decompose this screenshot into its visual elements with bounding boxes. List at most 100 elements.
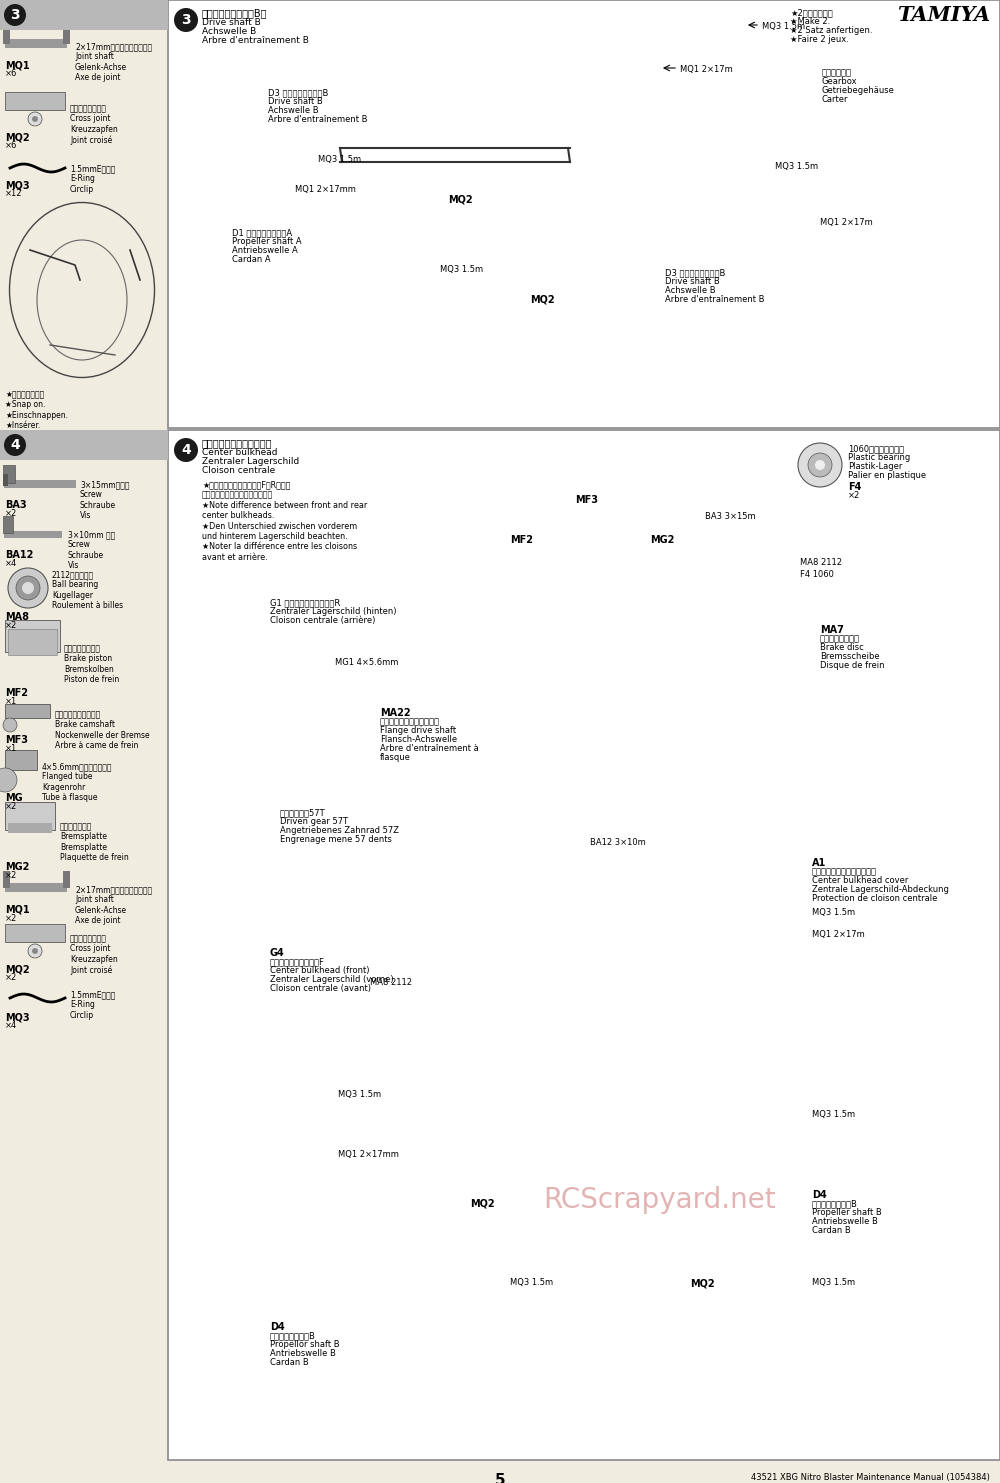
Text: クロスジョイント
Cross joint
Kreuzzapfen
Joint croisé: クロスジョイント Cross joint Kreuzzapfen Joint c… bbox=[70, 104, 118, 145]
Text: 1060プラベアリング: 1060プラベアリング bbox=[848, 443, 904, 452]
Text: MQ3 1.5m: MQ3 1.5m bbox=[775, 162, 818, 171]
Text: ×2: ×2 bbox=[5, 914, 17, 922]
Circle shape bbox=[174, 437, 198, 463]
Circle shape bbox=[0, 768, 17, 792]
Text: Protection de cloison centrale: Protection de cloison centrale bbox=[812, 894, 937, 903]
Text: Cloison centrale (arrière): Cloison centrale (arrière) bbox=[270, 615, 375, 624]
Text: ★2個作ります。: ★2個作ります。 bbox=[790, 7, 833, 16]
Text: Arbre d'entraînement à: Arbre d'entraînement à bbox=[380, 744, 479, 753]
Text: Achswelle B: Achswelle B bbox=[268, 105, 319, 116]
Circle shape bbox=[32, 948, 38, 954]
Bar bbox=[5, 92, 65, 110]
Text: センターバルクヘッドカバー: センターバルクヘッドカバー bbox=[812, 868, 877, 876]
Text: 2×17mmジョイントシャフト
Joint shaft
Gelenk-Achse
Axe de joint: 2×17mmジョイントシャフト Joint shaft Gelenk-Achse… bbox=[75, 885, 152, 925]
Text: BA12 3×10m: BA12 3×10m bbox=[590, 838, 646, 847]
Text: クロスジョイント
Cross joint
Kreuzzapfen
Joint croisé: クロスジョイント Cross joint Kreuzzapfen Joint c… bbox=[70, 934, 118, 974]
Text: D3 ドライブシャフトB: D3 ドライブシャフトB bbox=[268, 87, 328, 96]
Bar bbox=[168, 430, 1000, 1459]
Text: BA3: BA3 bbox=[5, 500, 27, 510]
Text: flasque: flasque bbox=[380, 753, 411, 762]
Text: MQ1: MQ1 bbox=[5, 59, 30, 70]
Text: MQ3 1.5m: MQ3 1.5m bbox=[812, 908, 855, 916]
Text: ドリブンギヤ57T: ドリブンギヤ57T bbox=[280, 808, 326, 817]
Text: MQ3 1.5m: MQ3 1.5m bbox=[812, 1109, 855, 1120]
Text: MQ3 1.5m: MQ3 1.5m bbox=[440, 265, 483, 274]
Circle shape bbox=[28, 945, 42, 958]
Text: Plastik-Lager: Plastik-Lager bbox=[848, 463, 902, 472]
Text: プロペラシャフトB: プロペラシャフトB bbox=[812, 1198, 858, 1209]
Text: MQ3: MQ3 bbox=[5, 1011, 30, 1022]
Circle shape bbox=[32, 116, 38, 122]
Text: 1.5mmEリング
E-Ring
Circlip: 1.5mmEリング E-Ring Circlip bbox=[70, 165, 115, 194]
Text: ×6: ×6 bbox=[5, 141, 17, 150]
Text: Drive shaft B: Drive shaft B bbox=[202, 18, 261, 27]
Circle shape bbox=[798, 443, 842, 486]
Text: ×1: ×1 bbox=[5, 697, 17, 706]
Bar bbox=[5, 750, 37, 770]
Bar bbox=[4, 531, 62, 538]
Bar bbox=[3, 466, 15, 483]
Text: MQ1 2×17m: MQ1 2×17m bbox=[680, 65, 733, 74]
Text: Disque de frein: Disque de frein bbox=[820, 661, 885, 670]
Text: Antriebswelle B: Antriebswelle B bbox=[270, 1350, 336, 1358]
Text: MQ2: MQ2 bbox=[470, 1198, 495, 1209]
Text: 3×10mm ビス
Screw
Schraube
Vis: 3×10mm ビス Screw Schraube Vis bbox=[68, 529, 115, 569]
Text: G4: G4 bbox=[270, 948, 285, 958]
Text: D3 ドライブシャフトB: D3 ドライブシャフトB bbox=[665, 268, 725, 277]
Text: MA22: MA22 bbox=[380, 707, 411, 718]
Bar bbox=[8, 629, 57, 655]
Text: MQ3 1.5m: MQ3 1.5m bbox=[338, 1090, 381, 1099]
Text: F4 1060: F4 1060 bbox=[800, 569, 834, 578]
Text: Cardan B: Cardan B bbox=[270, 1358, 309, 1367]
Text: Palier en plastique: Palier en plastique bbox=[848, 472, 926, 480]
Text: MG1 4×5.6mm: MG1 4×5.6mm bbox=[335, 658, 398, 667]
Text: Cardan A: Cardan A bbox=[232, 255, 271, 264]
Text: D1 プロペラシャフトA: D1 プロペラシャフトA bbox=[232, 228, 292, 237]
Text: MQ2: MQ2 bbox=[690, 1278, 715, 1289]
Text: Drive shaft B: Drive shaft B bbox=[665, 277, 720, 286]
Text: Zentrale Lagerschild-Abdeckung: Zentrale Lagerschild-Abdeckung bbox=[812, 885, 949, 894]
Text: MA8 2112: MA8 2112 bbox=[800, 558, 842, 567]
Text: ×1: ×1 bbox=[5, 744, 17, 753]
Text: TAMIYA: TAMIYA bbox=[897, 4, 990, 25]
Text: センターバルクヘッドF: センターバルクヘッドF bbox=[270, 957, 325, 965]
Text: MQ3 1.5m: MQ3 1.5m bbox=[318, 156, 361, 165]
Bar bbox=[5, 924, 65, 942]
Text: A1: A1 bbox=[812, 859, 826, 868]
Text: 1.5mmEリング
E-Ring
Circlip: 1.5mmEリング E-Ring Circlip bbox=[70, 991, 115, 1020]
Text: 4×5.6mmフランジパイプ
Flanged tube
Kragenrohr
Tube à flasque: 4×5.6mmフランジパイプ Flanged tube Kragenrohr T… bbox=[42, 762, 112, 802]
Text: Carter: Carter bbox=[822, 95, 848, 104]
Text: 3: 3 bbox=[10, 7, 20, 22]
Text: MQ1 2×17mm: MQ1 2×17mm bbox=[295, 185, 356, 194]
Text: MQ3: MQ3 bbox=[5, 179, 30, 190]
Text: ★押し込みます。
★Snap on.
★Einschnappen.
★Insérer.: ★押し込みます。 ★Snap on. ★Einschnappen. ★Insér… bbox=[5, 390, 68, 430]
Bar bbox=[8, 823, 52, 833]
Text: MA8 2112: MA8 2112 bbox=[370, 977, 412, 988]
Text: Propellor shaft B: Propellor shaft B bbox=[270, 1341, 340, 1350]
Text: Antriebswelle A: Antriebswelle A bbox=[232, 246, 298, 255]
Text: 43521 XBG Nitro Blaster Maintenance Manual (1054384): 43521 XBG Nitro Blaster Maintenance Manu… bbox=[751, 1473, 990, 1482]
Text: Engrenage mene 57 dents: Engrenage mene 57 dents bbox=[280, 835, 392, 844]
Text: G1 センターバルクヘッドR: G1 センターバルクヘッドR bbox=[270, 598, 340, 607]
Circle shape bbox=[8, 568, 48, 608]
Text: MA7: MA7 bbox=[820, 624, 844, 635]
Text: MG2: MG2 bbox=[650, 535, 674, 544]
Text: MQ2: MQ2 bbox=[5, 132, 30, 142]
Text: Zentraler Lagerschild: Zentraler Lagerschild bbox=[202, 457, 299, 466]
Text: MQ3 1.5m: MQ3 1.5m bbox=[812, 1278, 855, 1287]
Text: Center bulkhead cover: Center bulkhead cover bbox=[812, 876, 908, 885]
Bar bbox=[5, 882, 67, 891]
Text: Achswelle B: Achswelle B bbox=[202, 27, 256, 36]
Text: MF2: MF2 bbox=[510, 535, 533, 544]
Text: MQ3 1.5m: MQ3 1.5m bbox=[762, 22, 805, 31]
Text: Zentraler Lagerschild (hinten): Zentraler Lagerschild (hinten) bbox=[270, 607, 396, 615]
Text: MF3: MF3 bbox=[5, 736, 28, 744]
Text: Cardan B: Cardan B bbox=[812, 1226, 851, 1235]
Text: 4: 4 bbox=[181, 443, 191, 457]
Text: Flansch-Achswelle: Flansch-Achswelle bbox=[380, 736, 457, 744]
Text: MF3: MF3 bbox=[575, 495, 598, 506]
Text: ×2: ×2 bbox=[5, 621, 17, 630]
Bar bbox=[63, 871, 70, 888]
Text: ブレーキピストン
Brake piston
Bremskolben
Piston de frein: ブレーキピストン Brake piston Bremskolben Piston… bbox=[64, 644, 119, 684]
Text: MQ2: MQ2 bbox=[5, 964, 30, 974]
